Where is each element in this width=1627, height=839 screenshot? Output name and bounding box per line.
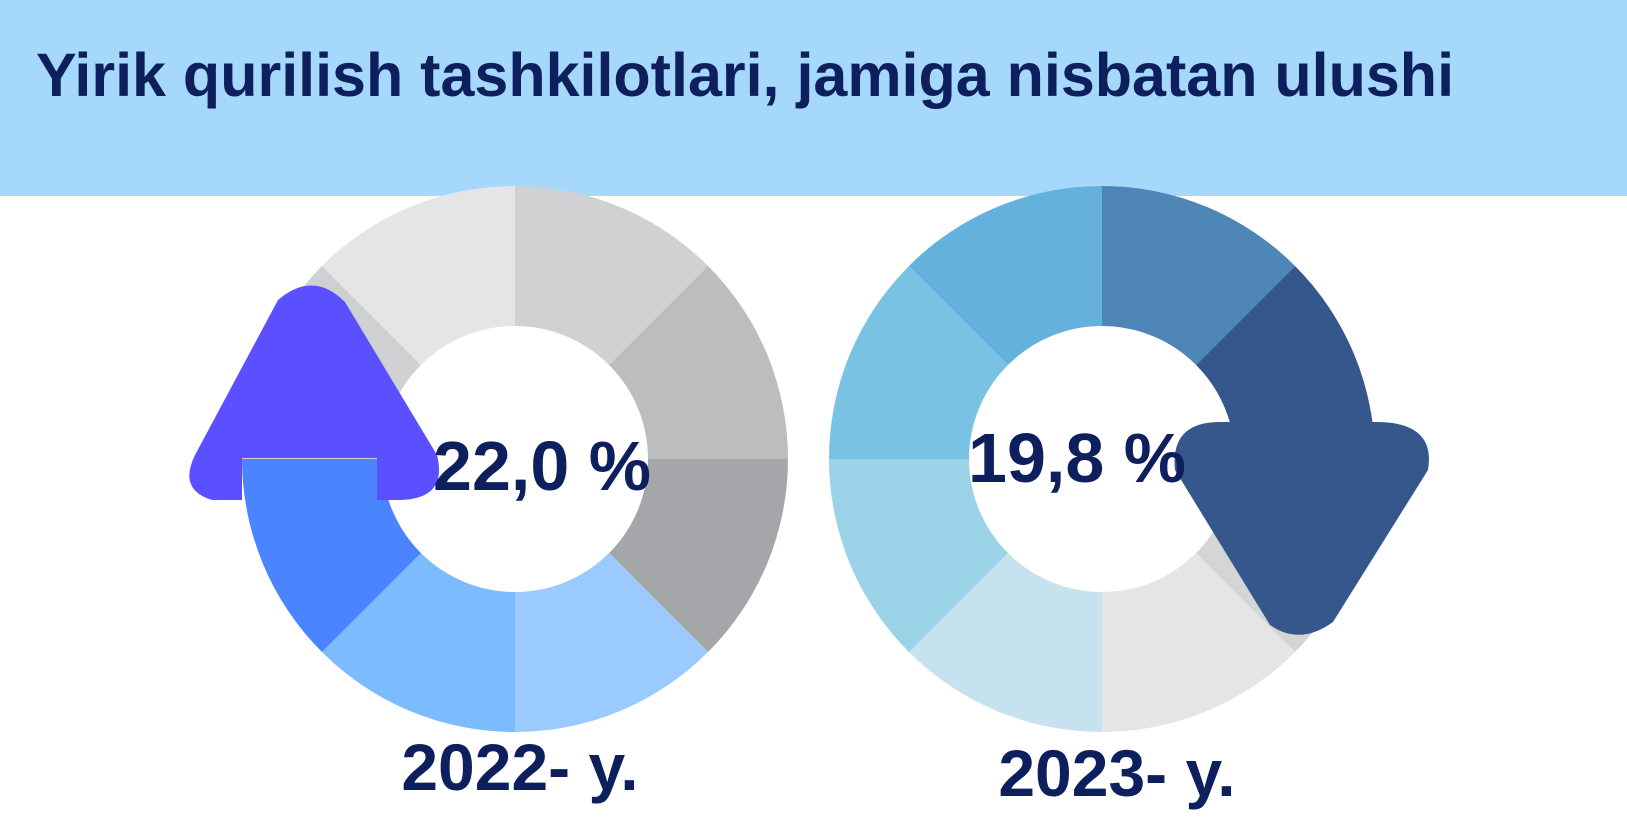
donut-chart-2022 (242, 186, 788, 732)
donut-1-segment-0 (1102, 186, 1296, 365)
donut-1-segment-5 (829, 459, 1008, 653)
year-label-2023: 2023- y. (998, 736, 1235, 810)
value-label-2022: 22,0 % (433, 427, 651, 505)
value-label-2023: 19,8 % (968, 419, 1186, 497)
donut-1-segment-3 (1102, 553, 1296, 732)
donut-0-segment-1 (609, 265, 788, 459)
donut-1-segment-6 (829, 265, 1008, 459)
donut-1-segment-7 (908, 186, 1102, 365)
down-arrow-icon (1174, 422, 1429, 635)
donut-1-segment-1 (1196, 265, 1375, 459)
year-label-2022: 2022- y. (401, 730, 638, 804)
donut-0-segment-0 (515, 186, 709, 365)
donut-0-segment-2 (609, 459, 788, 653)
donut-0-segment-4 (321, 553, 515, 732)
donut-1-segment-4 (908, 553, 1102, 732)
donut-0-segment-5 (242, 459, 421, 653)
title-banner (0, 0, 1627, 196)
donut-0-segment-3 (515, 553, 709, 732)
chart-title: Yirik qurilish tashkilotlari, jamiga nis… (36, 41, 1455, 109)
up-arrow-icon (189, 285, 440, 500)
donut-0-segment-7 (321, 186, 515, 365)
